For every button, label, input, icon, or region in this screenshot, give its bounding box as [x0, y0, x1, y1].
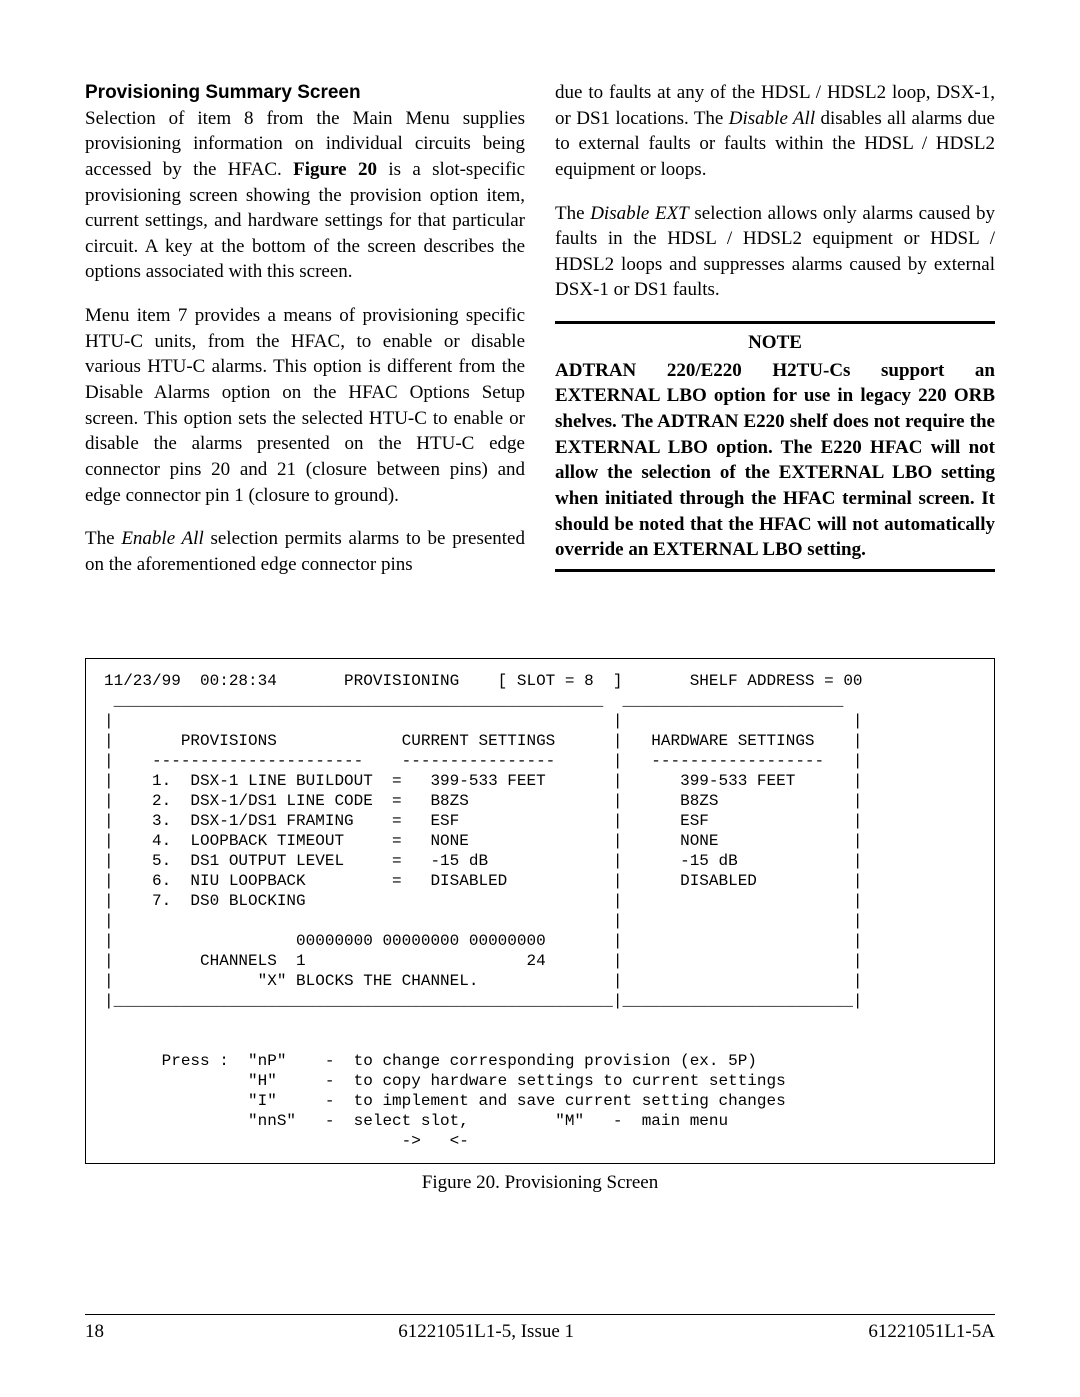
note-title: NOTE [555, 330, 995, 356]
footer-rule [85, 1314, 995, 1315]
para-disable-ext: The Disable EXT selection allows only al… [555, 201, 995, 304]
page: Provisioning Summary Screen Selection of… [0, 0, 1080, 1383]
para-intro: Provisioning Summary Screen Selection of… [85, 80, 525, 285]
footer-center: 61221051L1-5, Issue 1 [398, 1321, 574, 1343]
p3a: The [85, 528, 121, 549]
section-heading: Provisioning Summary Screen [85, 82, 361, 103]
note-body: ADTRAN 220/E220 H2TU-Cs support an EXTER… [555, 358, 995, 563]
figure-ref: Figure 20 [293, 159, 377, 180]
para-menu7: Menu item 7 provides a means of provisio… [85, 303, 525, 508]
disable-ext-em: Disable EXT [590, 203, 689, 224]
note-block: NOTE ADTRAN 220/E220 H2TU-Cs support an … [555, 321, 995, 572]
note-rule-bottom [555, 569, 995, 572]
footer-right: 61221051L1-5A [868, 1321, 995, 1343]
footer-page: 18 [85, 1321, 104, 1343]
enable-all-em: Enable All [121, 528, 203, 549]
left-column: Provisioning Summary Screen Selection of… [85, 80, 525, 578]
disable-all-em: Disable All [729, 108, 815, 129]
r2a: The [555, 203, 590, 224]
right-column: due to faults at any of the HDSL / HDSL2… [555, 80, 995, 578]
terminal-box: 11/23/99 00:28:34 PROVISIONING [ SLOT = … [85, 658, 995, 1164]
two-column-layout: Provisioning Summary Screen Selection of… [85, 80, 995, 578]
para-disable-all: due to faults at any of the HDSL / HDSL2… [555, 80, 995, 183]
footer: 18 61221051L1-5, Issue 1 61221051L1-5A [85, 1321, 995, 1343]
figure-caption: Figure 20. Provisioning Screen [85, 1172, 995, 1194]
note-rule-top [555, 321, 995, 324]
terminal-text: 11/23/99 00:28:34 PROVISIONING [ SLOT = … [104, 671, 976, 1151]
para-enable-all: The Enable All selection permits alarms … [85, 526, 525, 577]
